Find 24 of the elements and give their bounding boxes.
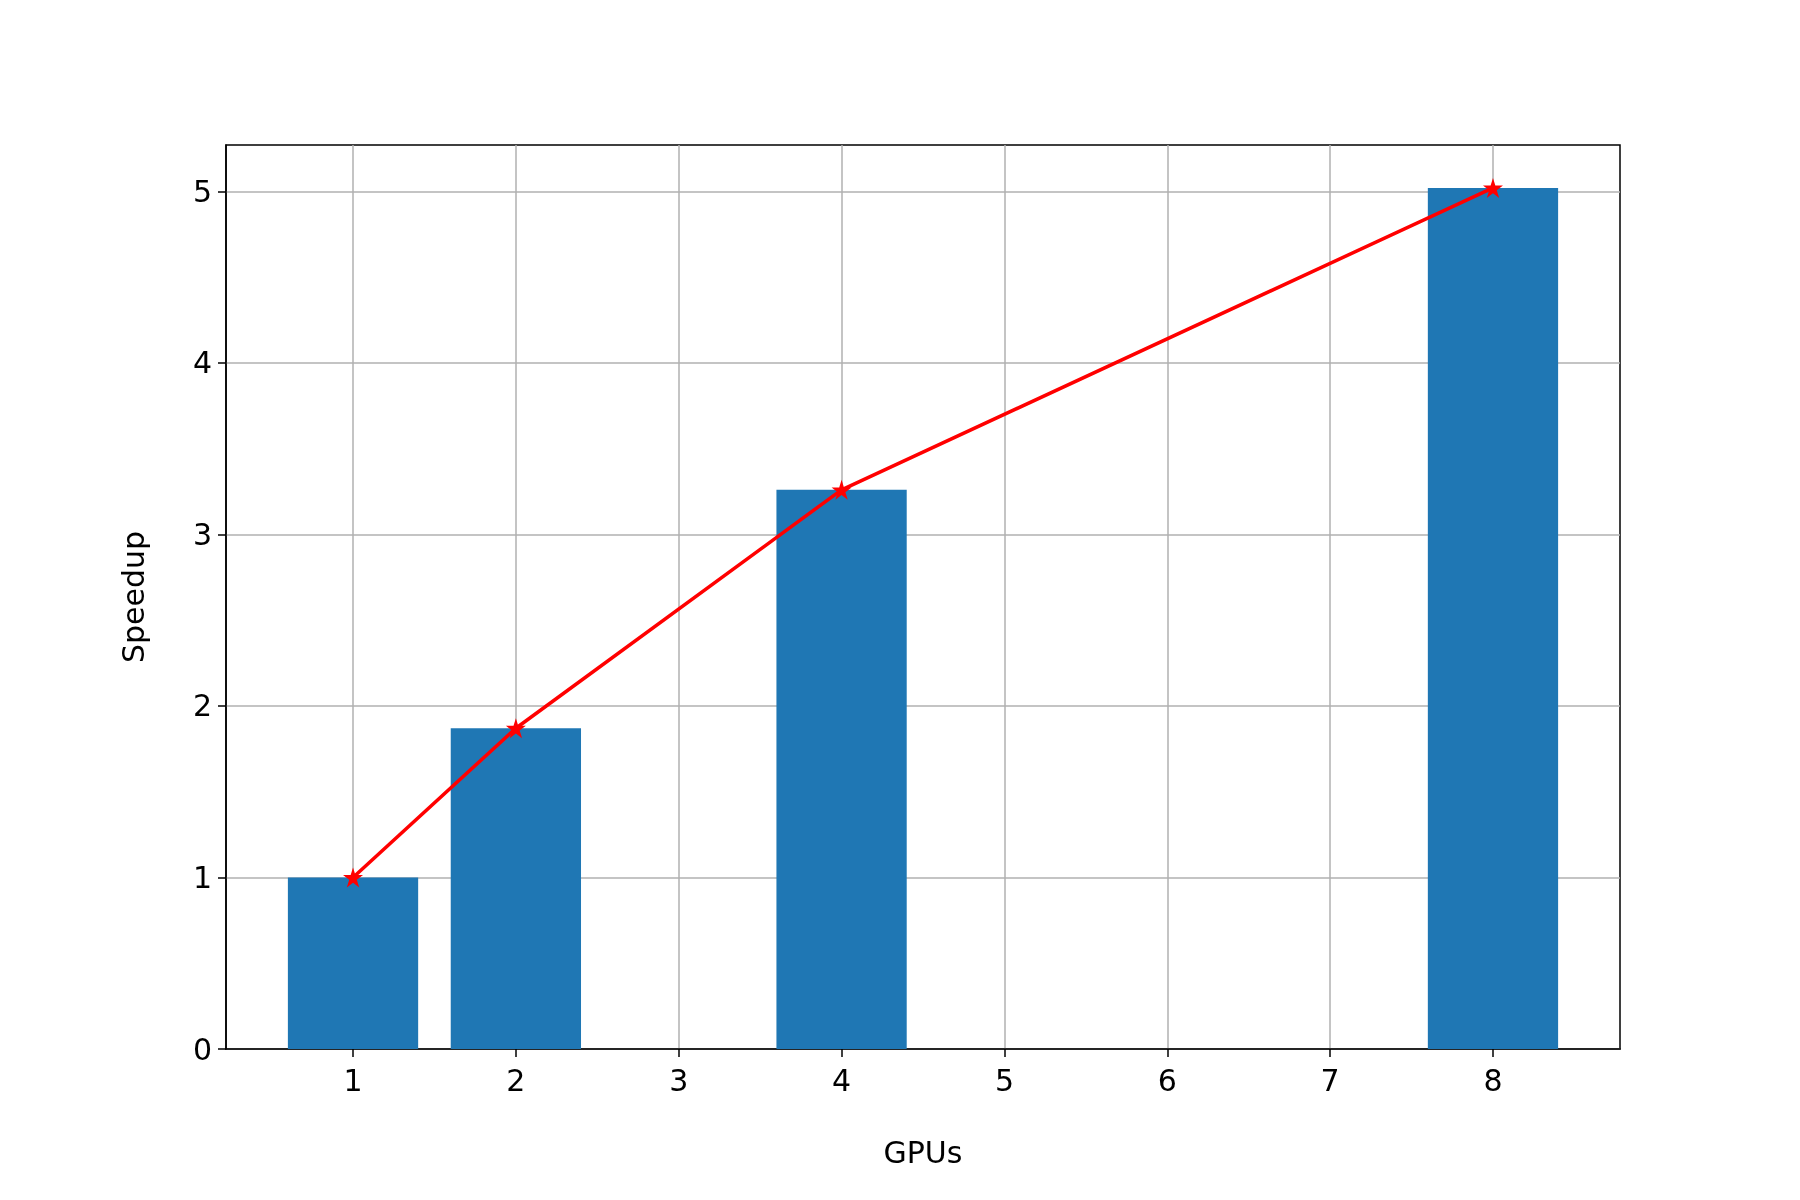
point <box>1482 177 1503 198</box>
x-tick-label: 2 <box>506 1062 526 1098</box>
y-tick-label: 1 <box>192 859 212 895</box>
y-tick-label: 4 <box>192 345 212 381</box>
y-tick-label: 5 <box>192 173 212 209</box>
x-tick-label: 8 <box>1483 1062 1503 1098</box>
y-tick-label: 3 <box>192 516 212 552</box>
x-tick-label: 7 <box>1320 1062 1340 1098</box>
y-tick-label: 0 <box>192 1031 212 1067</box>
bar <box>776 489 907 1049</box>
point <box>343 867 364 888</box>
x-axis-title: GPUs <box>883 1134 963 1170</box>
point <box>831 479 852 500</box>
point <box>505 718 526 739</box>
x-tick-label: 6 <box>1157 1062 1177 1098</box>
y-tick-label: 2 <box>192 688 212 724</box>
x-tick-label: 5 <box>994 1062 1014 1098</box>
x-tick-label: 1 <box>343 1062 363 1098</box>
y-axis-title: Speedup <box>115 530 151 664</box>
bar <box>287 877 419 1049</box>
bar <box>1427 187 1559 1049</box>
x-tick-label: 3 <box>669 1062 689 1098</box>
x-tick-label: 4 <box>832 1062 852 1098</box>
bar <box>450 728 582 1049</box>
